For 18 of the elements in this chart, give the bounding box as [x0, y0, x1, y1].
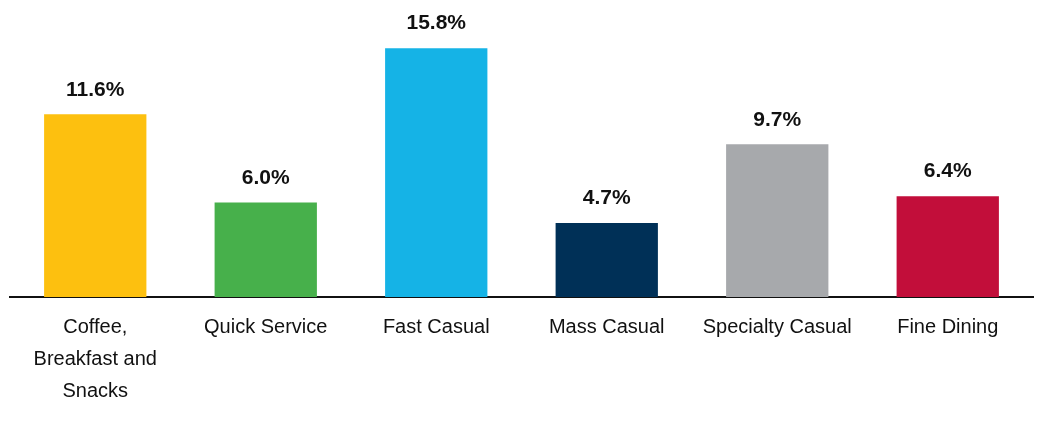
x-tick-label: Fine Dining [897, 314, 999, 337]
data-label: 9.7% [753, 106, 802, 130]
data-label: 6.4% [923, 158, 973, 182]
data-label: 6.0% [241, 164, 291, 188]
bar [555, 222, 658, 297]
x-tick-label: Quick Service [204, 314, 328, 337]
bar [896, 196, 999, 297]
bar [385, 48, 488, 297]
bar [214, 202, 317, 297]
x-tick-label: Fast Casual [382, 314, 490, 337]
data-label: 15.8% [406, 10, 467, 34]
data-label: 11.6% [66, 76, 125, 100]
data-label: 4.7% [582, 185, 632, 209]
x-tick-label: Specialty Casual [702, 314, 852, 337]
x-tick-label: Mass Casual [548, 314, 665, 337]
bar [44, 114, 147, 297]
bar [726, 144, 829, 297]
x-tick-label: Coffee, Breakfast and Snacks [33, 314, 157, 401]
